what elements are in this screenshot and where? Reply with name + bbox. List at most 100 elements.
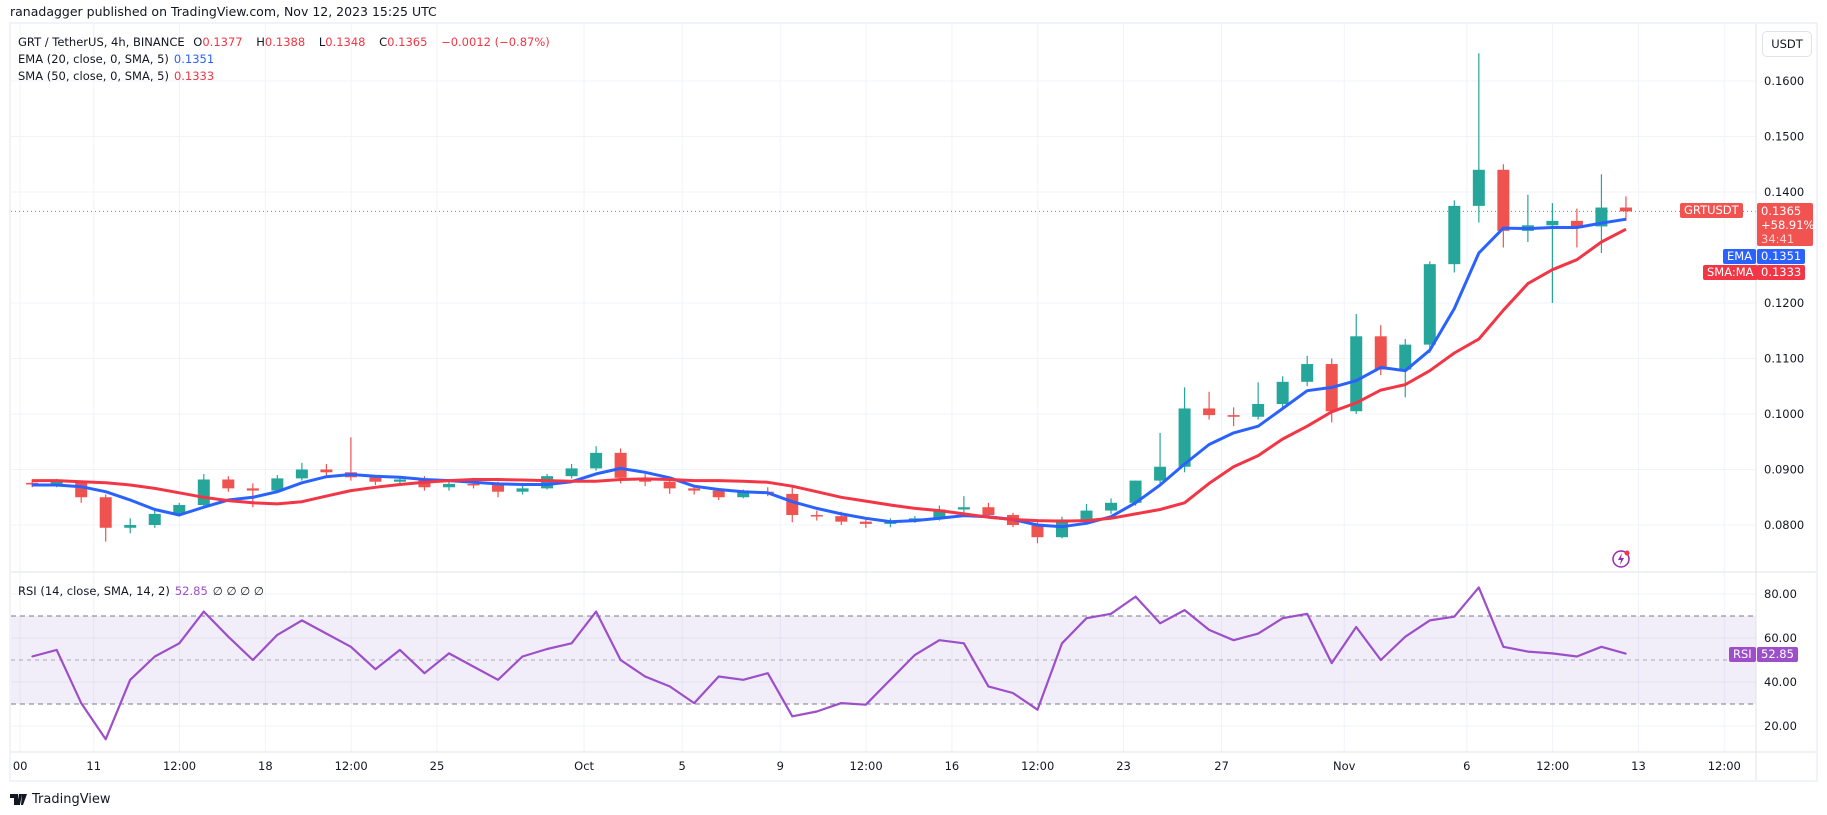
sma-price: 0.1333 — [1757, 265, 1806, 280]
candle-body — [957, 507, 970, 510]
rsi-point — [1478, 586, 1480, 589]
rsi-point — [766, 672, 769, 674]
rsi-point — [619, 659, 622, 661]
tradingview-logo-icon — [10, 794, 27, 805]
sma-legend[interactable]: SMA (50, close, 0, SMA, 5) 0.1333 — [18, 69, 219, 83]
candle-body — [1129, 480, 1142, 503]
candle-body — [50, 481, 63, 485]
rsi-point — [717, 675, 720, 678]
time-tick-label: 12:00 — [1021, 759, 1054, 773]
candle-body — [295, 469, 308, 479]
low-label: L — [318, 35, 326, 49]
last-price-symbol-tag: GRTUSDT — [1680, 203, 1743, 218]
rsi-point — [1551, 652, 1554, 655]
candle-body — [197, 479, 210, 506]
price-tick-label: 0.1600 — [1764, 74, 1804, 88]
ema-tag: EMA — [1723, 249, 1757, 264]
candle-body — [614, 452, 627, 478]
candle-body — [222, 479, 235, 489]
rsi-point — [55, 649, 58, 651]
rsi-tick-label: 80.00 — [1764, 587, 1797, 601]
candle-body — [75, 481, 88, 498]
high-label: H — [256, 35, 265, 49]
logo-text: TradingView — [32, 792, 111, 807]
candle-body — [1227, 415, 1240, 417]
candle-body — [369, 477, 382, 482]
time-tick-label: 18 — [258, 759, 273, 773]
candle-body — [99, 497, 112, 528]
rsi-point — [1257, 632, 1259, 635]
rsi-point — [448, 652, 450, 655]
candle-body — [737, 491, 750, 498]
time-tick-label: Oct — [574, 759, 594, 773]
time-tick-label: 12:00 — [1536, 759, 1569, 773]
rsi-point — [1404, 635, 1407, 638]
ema-legend[interactable]: EMA (20, close, 0, SMA, 5) 0.1351 — [18, 52, 219, 66]
symbol-title[interactable]: GRT / TetherUS, 4h, BINANCE — [18, 35, 185, 49]
candle-body — [1619, 207, 1632, 212]
rsi-point — [1110, 613, 1112, 615]
candle-body — [1448, 205, 1461, 265]
candle-body — [1080, 510, 1093, 520]
candle-body — [835, 516, 848, 522]
candle-body — [1105, 502, 1118, 511]
rsi-value: 52.85 — [174, 584, 208, 598]
sma-tag: SMA:MA — [1703, 265, 1758, 280]
rsi-tag: RSI — [1729, 647, 1756, 662]
time-tick-label: 16 — [945, 759, 960, 773]
time-tick-label: 25 — [430, 759, 445, 773]
time-tick-label: 00 — [13, 759, 28, 773]
publish-info: ranadagger published on TradingView.com,… — [10, 4, 437, 19]
last-price: 0.1365 — [1761, 204, 1802, 218]
candle-body — [1203, 408, 1216, 416]
candle-body — [565, 468, 578, 477]
rsi-point — [1012, 692, 1014, 694]
candle-body — [810, 515, 823, 517]
price-tick-label: 0.0900 — [1764, 463, 1804, 477]
rsi-legend[interactable]: RSI (14, close, SMA, 14, 2) 52.85 ∅ ∅ ∅ ∅ — [18, 584, 269, 598]
rsi-extra-values: ∅ ∅ ∅ ∅ — [212, 584, 264, 598]
time-tick-label: 6 — [1463, 759, 1470, 773]
rsi-point — [80, 702, 82, 704]
symbol-legend: GRT / TetherUS, 4h, BINANCE O0.1377 H0.1… — [18, 35, 555, 49]
sma-line — [32, 227, 1627, 523]
tradingview-logo[interactable]: TradingView — [10, 792, 111, 807]
rsi-point — [153, 655, 156, 658]
rsi-point — [1281, 617, 1284, 619]
rsi-point — [202, 610, 205, 613]
time-tick-label: 9 — [777, 759, 784, 773]
rsi-point — [987, 685, 990, 688]
candle-body — [1031, 525, 1044, 538]
time-tick-label: 23 — [1116, 759, 1131, 773]
open-label: O — [193, 35, 203, 49]
candle-body — [859, 521, 872, 524]
time-tick-label: 11 — [86, 759, 101, 773]
candle-body — [541, 476, 554, 489]
rsi-point — [1355, 626, 1358, 628]
currency-button[interactable]: USDT — [1762, 31, 1812, 57]
ema-price: 0.1351 — [1757, 249, 1806, 264]
time-tick-label: 12:00 — [335, 759, 368, 773]
candle-body — [320, 469, 333, 473]
candle-body — [688, 488, 701, 491]
rsi-point — [1379, 659, 1382, 661]
rsi-point — [1453, 615, 1456, 618]
rsi-point — [595, 610, 597, 613]
sma-value: 0.1333 — [173, 69, 215, 83]
candle-body — [590, 452, 603, 469]
high-value: 0.1388 — [264, 35, 306, 49]
lightning-icon-bolt — [1618, 553, 1624, 565]
rsi-point — [129, 679, 132, 681]
last-price-box: 0.1365 +58.91% 34:41 — [1757, 203, 1815, 246]
rsi-point — [1061, 642, 1063, 645]
rsi-point — [815, 710, 818, 713]
rsi-point — [497, 679, 499, 681]
rsi-point — [1134, 595, 1137, 598]
rsi-point — [644, 675, 646, 678]
candle-body — [467, 483, 480, 486]
rsi-point — [963, 642, 965, 645]
bar-countdown: 34:41 — [1761, 232, 1795, 246]
time-tick-label: Nov — [1333, 759, 1356, 773]
rsi-point — [325, 632, 328, 635]
